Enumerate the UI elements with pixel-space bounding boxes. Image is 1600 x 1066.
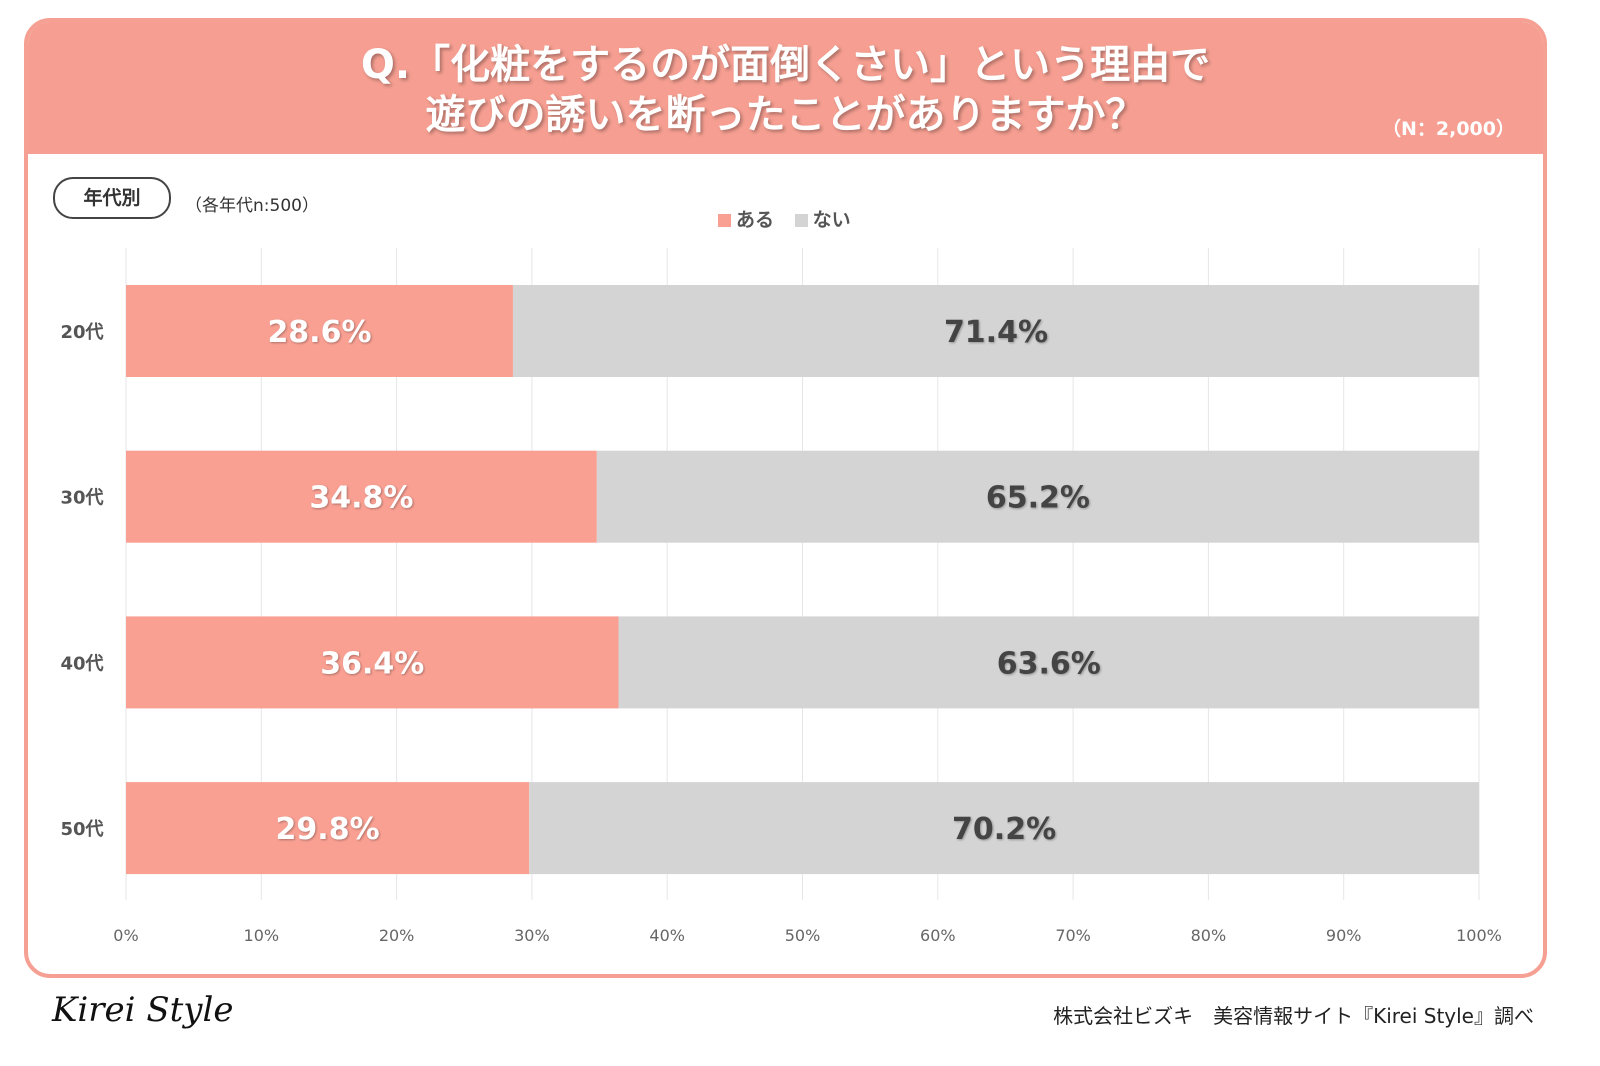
data-label: 29.8% bbox=[276, 812, 380, 847]
bar-nai bbox=[512, 285, 1479, 377]
source-credit: 株式会社ビズキ 美容情報サイト『Kirei Style』調べ bbox=[1053, 1004, 1534, 1028]
segment-sample: （各年代n:500） bbox=[185, 196, 319, 216]
x-tick-label: 80% bbox=[1191, 926, 1227, 945]
bar-nai bbox=[596, 450, 1479, 543]
legend: ある ない bbox=[718, 205, 851, 232]
bar-aru bbox=[126, 285, 513, 377]
data-label: 28.6% bbox=[267, 315, 371, 350]
x-tick-label: 0% bbox=[113, 926, 138, 945]
x-tick-label: 90% bbox=[1326, 926, 1362, 945]
bar-aru bbox=[126, 450, 597, 543]
total-sample: （N：2,000） bbox=[1381, 118, 1515, 140]
data-label: 63.6% bbox=[997, 646, 1101, 681]
x-tick-label: 50% bbox=[785, 926, 821, 945]
data-label: 65.2% bbox=[986, 481, 1090, 516]
x-tick-label: 10% bbox=[244, 926, 280, 945]
category-label: 30代 bbox=[60, 488, 103, 509]
category-label: 40代 bbox=[60, 653, 103, 674]
legend-label-aru: ある bbox=[736, 209, 775, 231]
legend-swatch-nai bbox=[794, 214, 808, 227]
legend-label-nai: ない bbox=[812, 209, 851, 231]
x-tick-label: 60% bbox=[920, 926, 956, 945]
category-label: 20代 bbox=[60, 322, 103, 343]
data-label: 71.4% bbox=[944, 315, 1048, 350]
x-tick-label: 20% bbox=[379, 926, 415, 945]
x-tick-label: 30% bbox=[514, 926, 550, 945]
data-label: 70.2% bbox=[952, 812, 1056, 847]
legend-swatch-aru bbox=[718, 214, 731, 227]
kirei-style-logo: Kirei Style bbox=[52, 990, 234, 1030]
x-tick-label: 100% bbox=[1456, 926, 1502, 945]
segment-badge: 年代別 bbox=[53, 177, 171, 219]
data-label: 36.4% bbox=[320, 646, 424, 681]
bar-nai bbox=[529, 782, 1479, 875]
category-label: 50代 bbox=[60, 819, 103, 840]
data-label: 34.8% bbox=[309, 481, 413, 516]
bar-nai bbox=[618, 616, 1479, 709]
title-line-2: 遊びの誘いを断ったことがありますか？ bbox=[425, 92, 1146, 138]
title-line-1: Q.「化粧をするのが面倒くさい」という理由で bbox=[360, 42, 1211, 88]
bar-aru bbox=[126, 616, 619, 709]
chart-title: Q.「化粧をするのが面倒くさい」という理由で 遊びの誘いを断ったことがありますか… bbox=[28, 40, 1543, 140]
bar-aru bbox=[126, 782, 530, 875]
x-tick-label: 40% bbox=[649, 926, 685, 945]
x-tick-label: 70% bbox=[1055, 926, 1091, 945]
header-banner: Q.「化粧をするのが面倒くさい」という理由で 遊びの誘いを断ったことがありますか… bbox=[28, 22, 1543, 154]
